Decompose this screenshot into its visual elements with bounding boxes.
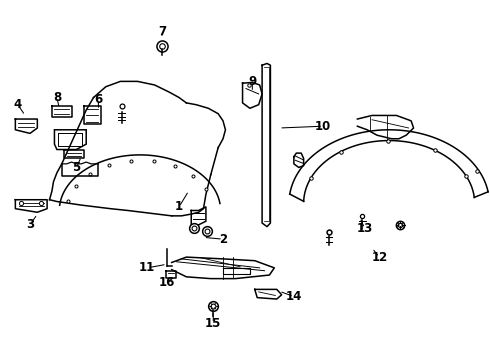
Text: 16: 16 [159,276,175,289]
Text: 2: 2 [219,233,227,246]
Text: 8: 8 [53,91,61,104]
Text: 4: 4 [14,98,22,111]
Text: 1: 1 [175,201,183,213]
Text: 3: 3 [26,218,34,231]
Text: 15: 15 [205,317,221,330]
Text: 6: 6 [94,93,102,106]
Text: 12: 12 [371,251,388,264]
Text: 9: 9 [248,75,256,88]
Text: 7: 7 [158,25,166,38]
Text: 13: 13 [357,222,373,235]
Text: 11: 11 [139,261,155,274]
Text: 5: 5 [73,161,80,174]
Text: 10: 10 [315,120,331,133]
Text: 14: 14 [286,290,302,303]
